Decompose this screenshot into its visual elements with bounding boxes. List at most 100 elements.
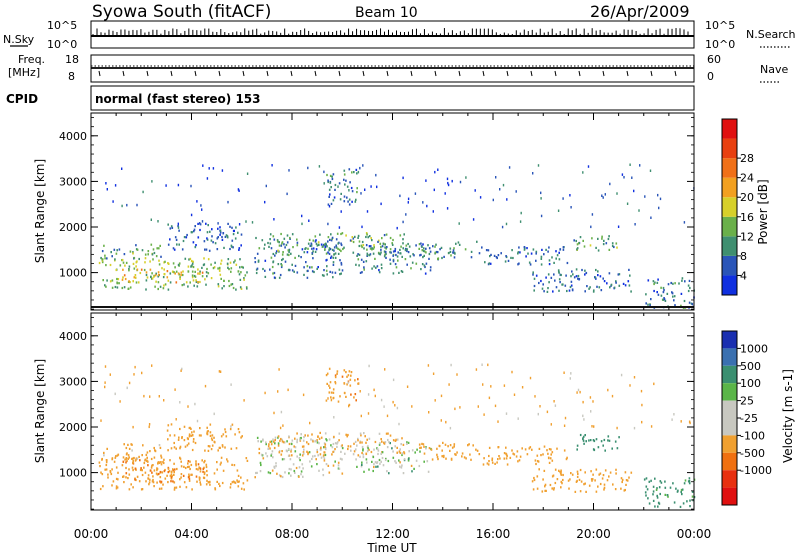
range-cell	[603, 280, 606, 283]
range-cell	[322, 468, 324, 471]
range-cell	[470, 458, 472, 461]
range-cell	[113, 460, 116, 463]
range-cell	[403, 451, 405, 454]
range-cell	[322, 243, 325, 246]
range-cell	[220, 461, 222, 464]
range-cell	[149, 450, 151, 453]
colorbar-tick-label: 25	[740, 395, 754, 408]
range-cell	[424, 272, 427, 275]
range-cell	[312, 250, 314, 253]
range-cell	[453, 445, 455, 448]
range-cell	[332, 173, 335, 176]
range-cell	[381, 456, 384, 460]
range-cell	[414, 451, 416, 454]
range-cell	[350, 449, 352, 452]
range-cell	[383, 255, 386, 258]
range-cell	[628, 284, 631, 287]
range-cell	[550, 423, 552, 426]
range-cell	[554, 468, 557, 471]
range-cell	[428, 447, 431, 450]
range-cell	[158, 395, 160, 398]
range-cell	[237, 474, 240, 477]
range-cell	[443, 255, 445, 258]
range-cell	[302, 452, 305, 455]
range-cell	[273, 440, 275, 443]
range-cell	[187, 442, 190, 445]
range-cell	[134, 365, 136, 369]
range-cell	[334, 256, 337, 259]
range-cell	[469, 453, 471, 456]
range-cell	[159, 285, 162, 288]
range-cell	[231, 423, 234, 426]
cpid-label: CPID	[6, 92, 38, 106]
range-cell	[242, 266, 244, 269]
range-cell	[360, 414, 362, 418]
range-cell	[601, 194, 603, 197]
range-cell	[234, 259, 236, 262]
range-cell	[143, 268, 146, 272]
range-cell	[396, 255, 399, 258]
range-cell	[593, 289, 595, 292]
range-cell	[273, 411, 275, 415]
range-cell	[378, 239, 380, 242]
range-cell	[389, 434, 392, 437]
range-cell	[132, 461, 134, 464]
range-cell	[346, 435, 348, 438]
range-cell	[419, 450, 421, 453]
range-cell	[170, 476, 173, 479]
range-cell	[341, 444, 343, 447]
range-cell	[511, 370, 513, 374]
range-cell	[278, 450, 281, 453]
range-cell	[298, 457, 301, 460]
range-cell	[273, 271, 276, 275]
range-cell	[344, 452, 346, 455]
range-cell	[144, 459, 146, 462]
range-cell	[458, 243, 461, 246]
range-cell	[373, 246, 375, 249]
range-cell	[197, 268, 199, 271]
range-cell	[392, 238, 394, 242]
range-cell	[409, 255, 412, 258]
range-cell	[487, 249, 490, 252]
range-cell	[439, 248, 441, 251]
range-cell	[591, 479, 593, 482]
range-cell	[546, 290, 549, 293]
range-cell	[482, 383, 484, 386]
range-cell	[485, 249, 488, 252]
range-cell	[591, 237, 593, 240]
range-cell	[149, 260, 151, 263]
range-cell	[616, 246, 618, 249]
range-cell	[583, 245, 586, 248]
colorbar-swatch	[722, 119, 737, 139]
range-cell	[222, 469, 225, 472]
range-cell	[347, 200, 349, 203]
range-cell	[334, 442, 337, 445]
range-cell	[326, 273, 328, 276]
range-cell	[385, 247, 387, 250]
range-cell	[394, 445, 396, 448]
range-cell	[444, 443, 447, 446]
range-cell	[399, 451, 402, 454]
range-cell	[683, 482, 686, 485]
range-cell	[312, 455, 314, 458]
range-cell	[528, 447, 531, 450]
range-cell	[226, 460, 229, 463]
range-cell	[402, 242, 404, 245]
range-cell	[299, 453, 301, 456]
range-cell	[167, 424, 170, 427]
range-cell	[623, 489, 626, 492]
range-cell	[428, 411, 430, 414]
range-cell	[673, 413, 675, 416]
range-cell	[530, 252, 533, 255]
range-cell	[333, 450, 335, 453]
range-cell	[387, 438, 389, 442]
range-cell	[147, 460, 149, 463]
range-cell	[624, 284, 627, 287]
range-cell	[348, 404, 350, 408]
colorbar-swatch	[722, 487, 737, 505]
range-cell	[268, 443, 270, 446]
range-cell	[308, 219, 310, 222]
range-cell	[267, 241, 269, 245]
range-cell	[599, 472, 602, 475]
range-cell	[149, 395, 151, 398]
